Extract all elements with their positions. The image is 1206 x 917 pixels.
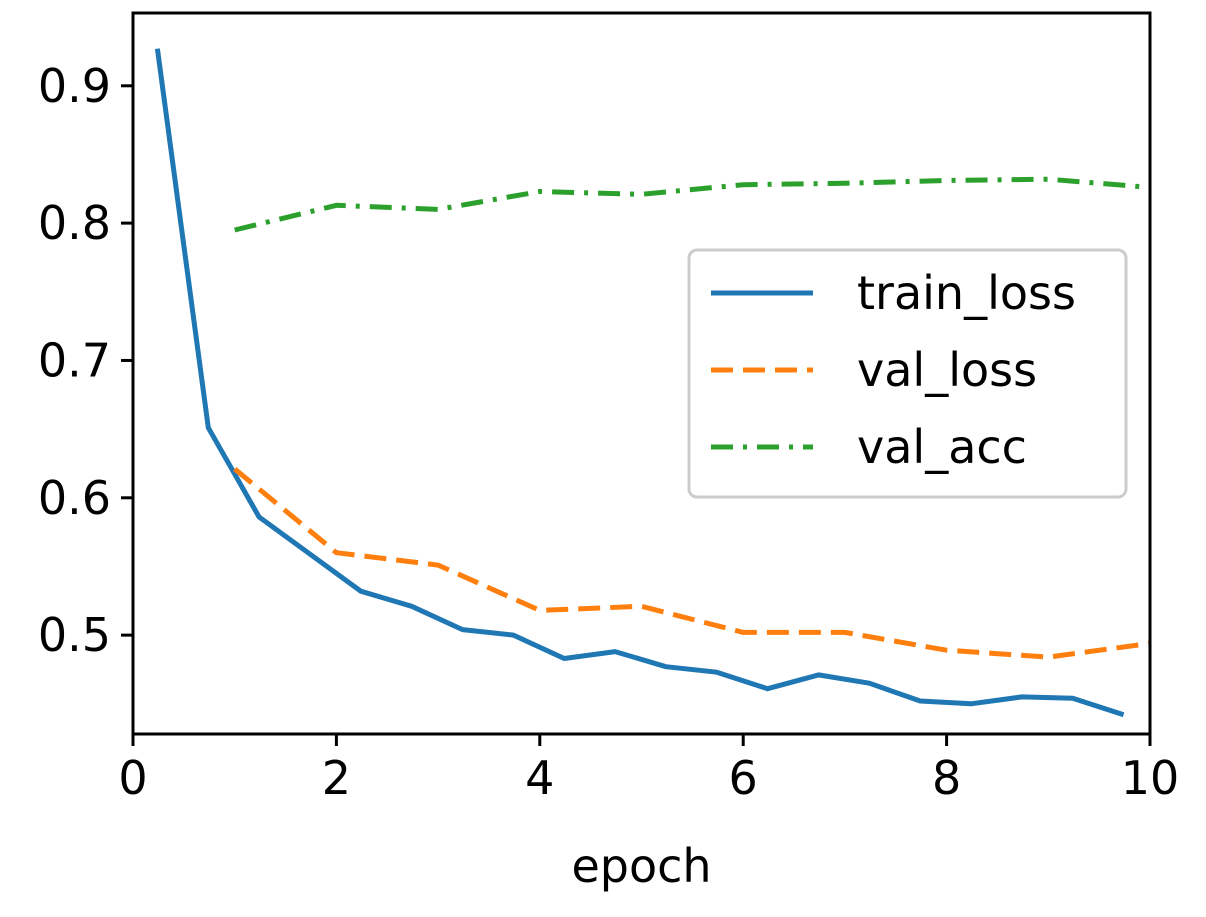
y-axis: 0.5 0.6 0.7 0.8 0.9	[38, 59, 133, 662]
legend-label-train_loss: train_loss	[857, 266, 1076, 320]
y-tick-label: 0.9	[38, 59, 111, 113]
series-line-val_loss	[233, 466, 1151, 660]
y-tick-label: 0.7	[38, 333, 111, 387]
series-line-train_loss	[154, 48, 1125, 718]
x-tick-label: 4	[525, 751, 554, 805]
x-tick-label: 2	[322, 751, 351, 805]
series-layer	[154, 48, 1151, 718]
legend-label-val_loss: val_loss	[857, 343, 1037, 397]
legend: train_loss val_loss val_acc	[687, 248, 1128, 499]
y-tick-label: 0.8	[38, 196, 111, 250]
legend-label-val_acc: val_acc	[857, 420, 1027, 474]
x-axis-label: epoch	[571, 839, 711, 893]
y-tick-label: 0.5	[38, 608, 111, 662]
plot-frame	[131, 11, 1152, 736]
legend-box	[687, 248, 1128, 499]
series-line-val_acc	[234, 176, 1151, 233]
x-tick-label: 6	[729, 751, 758, 805]
x-tick-label: 10	[1121, 751, 1180, 805]
x-axis: 0 2 4 6 8 10	[118, 734, 1179, 805]
x-tick-label: 8	[932, 751, 961, 805]
y-tick-label: 0.6	[38, 471, 111, 525]
x-tick-label: 0	[118, 751, 147, 805]
